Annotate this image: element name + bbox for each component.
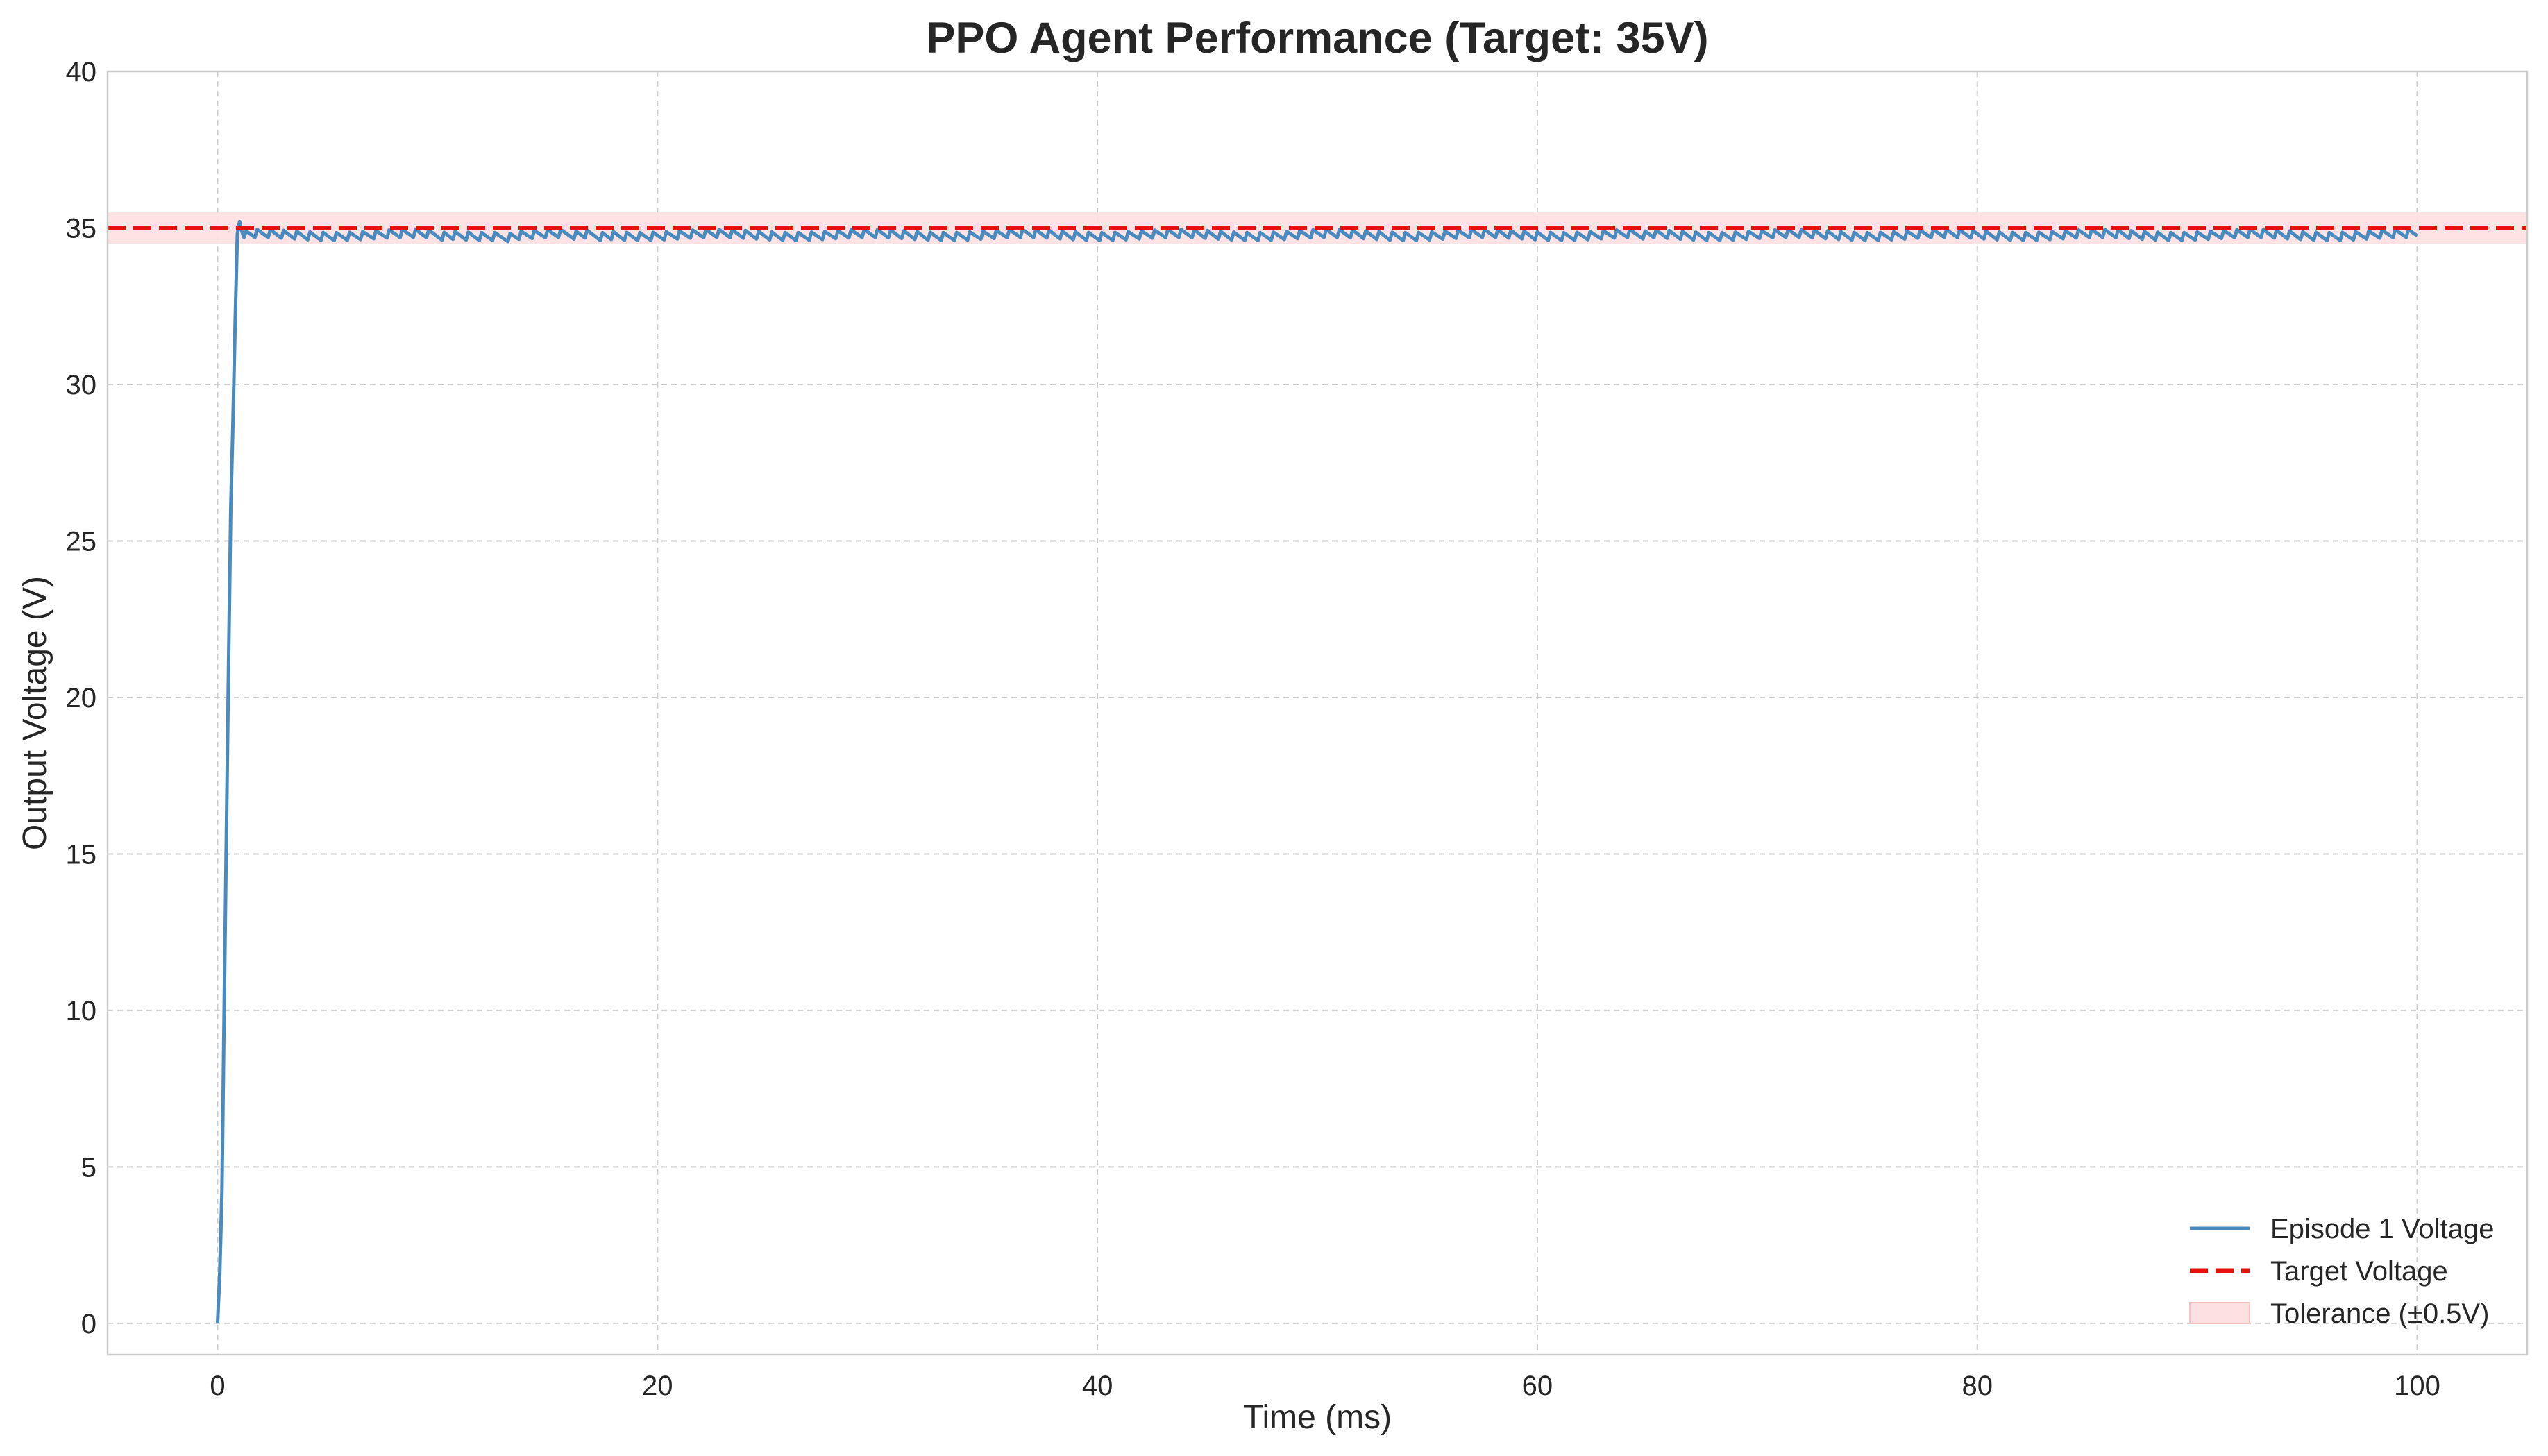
x-axis-label: Time (ms): [1243, 1399, 1392, 1436]
y-tick-label: 30: [66, 370, 97, 400]
legend: Episode 1 Voltage Target Voltage Tolerance…: [2189, 1214, 2494, 1329]
legend-entry-tolerance: Tolerance (±0.5V): [2189, 1298, 2489, 1329]
chart-title: PPO Agent Performance (Target: 35V): [926, 14, 1708, 62]
plot-area: [108, 71, 2527, 1355]
x-tick-label: 80: [1961, 1371, 1993, 1401]
x-tick-labels: 0 20 40 60 80 100: [210, 1371, 2440, 1401]
x-tick-label: 20: [642, 1371, 673, 1401]
y-tick-label: 5: [81, 1152, 96, 1183]
y-tick-labels: 0 5 10 15 20 25 30 35 40: [66, 57, 97, 1339]
plot-frame: [106, 70, 2529, 1356]
series-layer: [108, 219, 2527, 1324]
y-tick-label: 40: [66, 57, 97, 87]
y-tick-label: 25: [66, 526, 97, 557]
legend-label: Tolerance (±0.5V): [2270, 1298, 2489, 1329]
x-tick-label: 100: [2394, 1371, 2440, 1401]
legend-label: Target Voltage: [2270, 1256, 2448, 1287]
y-tick-label: 10: [66, 996, 97, 1026]
legend-entry-voltage: Episode 1 Voltage: [2190, 1214, 2494, 1244]
y-axis-label: Output Voltage (V): [17, 576, 53, 850]
voltage-series-line: [215, 219, 2419, 1324]
x-tick-label: 60: [1522, 1371, 1553, 1401]
y-tick-label: 0: [81, 1309, 96, 1339]
y-tick-label: 35: [66, 213, 97, 244]
legend-entry-target: Target Voltage: [2190, 1256, 2448, 1287]
x-tick-label: 0: [210, 1371, 225, 1401]
x-tick-label: 40: [1082, 1371, 1113, 1401]
legend-label: Episode 1 Voltage: [2270, 1214, 2494, 1244]
legend-swatch-tolerance: [2189, 1302, 2250, 1324]
y-tick-label: 15: [66, 839, 97, 870]
y-tick-label: 20: [66, 683, 97, 713]
